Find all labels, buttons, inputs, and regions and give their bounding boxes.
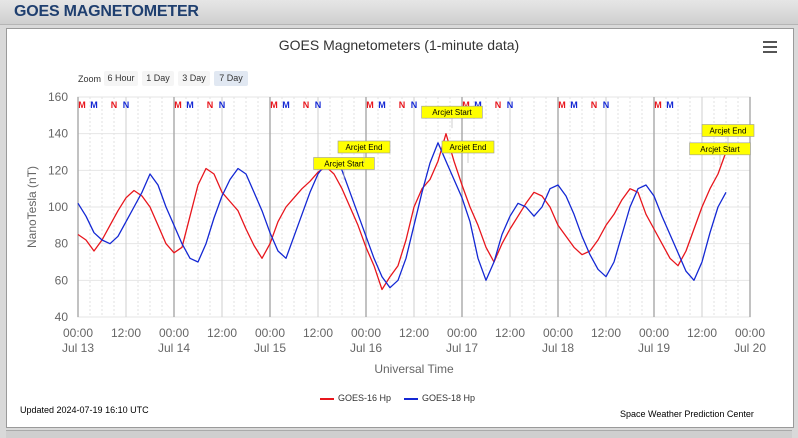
storm-marker: N xyxy=(219,100,226,110)
x-tick-label: 00:00 xyxy=(159,326,189,340)
legend-line-goes-16 xyxy=(320,397,334,400)
storm-marker: N xyxy=(123,100,130,110)
x-tick-label: 00:00 xyxy=(447,326,477,340)
storm-marker: M xyxy=(174,100,182,110)
annotation-box xyxy=(689,142,751,156)
x-tick-label: 00:00 xyxy=(735,326,765,340)
storm-marker: M xyxy=(474,100,482,110)
legend-label-goes-18: GOES-18 Hp xyxy=(422,393,476,403)
storm-marker: M xyxy=(90,100,98,110)
storm-marker: N xyxy=(315,100,322,110)
storm-marker: N xyxy=(603,100,610,110)
x-tick-label: 12:00 xyxy=(591,326,621,340)
storm-marker: M xyxy=(78,100,86,110)
x-tick-label: 12:00 xyxy=(111,326,141,340)
annotation-box xyxy=(441,140,495,154)
x-tick-label: 12:00 xyxy=(207,326,237,340)
series-line-goes-16 xyxy=(77,133,727,291)
annotation-box xyxy=(313,157,375,170)
storm-marker: M xyxy=(186,100,194,110)
zoom-7-day-button[interactable]: 7 Day xyxy=(214,71,248,86)
annotation-label: Arcjet Start xyxy=(324,160,364,169)
legend-label-goes-16: GOES-16 Hp xyxy=(338,393,392,403)
storm-marker: M xyxy=(282,100,290,110)
x-tick-label: 00:00 xyxy=(351,326,381,340)
storm-marker: M xyxy=(570,100,578,110)
storm-marker: N xyxy=(399,100,406,110)
storm-marker: N xyxy=(507,100,514,110)
storm-marker: N xyxy=(111,100,118,110)
x-tick-label: 00:00 xyxy=(63,326,93,340)
legend-goes-16[interactable]: GOES-16 Hp xyxy=(320,393,391,403)
zoom-6-hour-button[interactable]: 6 Hour xyxy=(104,71,138,86)
storm-marker: N xyxy=(303,100,310,110)
zoom-3-day-button[interactable]: 3 Day xyxy=(178,71,210,86)
y-tick-label: 100 xyxy=(48,200,68,214)
storm-marker: M xyxy=(558,100,566,110)
storm-marker: M xyxy=(666,100,674,110)
annotation-label: Arcjet Start xyxy=(700,145,740,154)
page-header: GOES MAGNETOMETER xyxy=(0,0,798,25)
chart-title: GOES Magnetometers (1-minute data) xyxy=(278,37,520,53)
annotation-label: Arcjet End xyxy=(710,127,747,136)
annotation-box xyxy=(421,105,483,119)
updated-timestamp: Updated 2024-07-19 16:10 UTC xyxy=(20,405,149,415)
x-tick-date-label: Jul 17 xyxy=(446,341,478,355)
storm-marker: M xyxy=(462,100,470,110)
storm-marker: N xyxy=(411,100,418,110)
x-tick-label: 00:00 xyxy=(543,326,573,340)
storm-marker: M xyxy=(366,100,374,110)
y-tick-label: 120 xyxy=(48,163,68,177)
annotation-label: Arcjet End xyxy=(346,143,383,152)
x-tick-date-label: Jul 15 xyxy=(254,341,286,355)
y-tick-label: 80 xyxy=(55,237,69,251)
chart-menu-button[interactable] xyxy=(763,41,777,53)
y-tick-label: 140 xyxy=(48,127,68,141)
x-tick-label: 12:00 xyxy=(495,326,525,340)
bottom-scrollbar xyxy=(6,430,792,438)
page-title: GOES MAGNETOMETER xyxy=(14,3,199,20)
annotation-box xyxy=(337,140,391,154)
x-tick-date-label: Jul 16 xyxy=(350,341,382,355)
x-tick-label: 12:00 xyxy=(303,326,333,340)
x-tick-date-label: Jul 19 xyxy=(638,341,670,355)
y-tick-label: 60 xyxy=(55,273,69,287)
x-tick-date-label: Jul 13 xyxy=(62,341,94,355)
storm-marker: N xyxy=(207,100,214,110)
x-axis-title: Universal Time xyxy=(374,362,454,376)
y-tick-label: 160 xyxy=(48,90,68,104)
zoom-1-day-button[interactable]: 1 Day xyxy=(142,71,174,86)
x-tick-label: 12:00 xyxy=(399,326,429,340)
series-line-goes-18 xyxy=(77,142,727,289)
credit-text: Space Weather Prediction Center xyxy=(620,409,754,419)
storm-marker: M xyxy=(654,100,662,110)
annotation-label: Arcjet End xyxy=(450,143,487,152)
menu-icon xyxy=(763,41,777,43)
x-tick-date-label: Jul 14 xyxy=(158,341,190,355)
storm-marker: N xyxy=(591,100,598,110)
legend-line-goes-18 xyxy=(404,397,418,400)
annotation-box xyxy=(701,124,755,137)
y-axis-title: NanoTesla (nT) xyxy=(25,166,39,248)
storm-marker: N xyxy=(495,100,502,110)
legend-goes-18[interactable]: GOES-18 Hp xyxy=(404,393,475,403)
annotation-label: Arcjet Start xyxy=(432,108,472,117)
x-tick-date-label: Jul 20 xyxy=(734,341,766,355)
zoom-label: Zoom xyxy=(78,74,102,84)
x-tick-date-label: Jul 18 xyxy=(542,341,574,355)
storm-marker: M xyxy=(270,100,278,110)
x-tick-label: 00:00 xyxy=(255,326,285,340)
x-tick-label: 00:00 xyxy=(639,326,669,340)
storm-marker: M xyxy=(378,100,386,110)
x-tick-label: 12:00 xyxy=(687,326,717,340)
y-tick-label: 40 xyxy=(55,310,69,324)
